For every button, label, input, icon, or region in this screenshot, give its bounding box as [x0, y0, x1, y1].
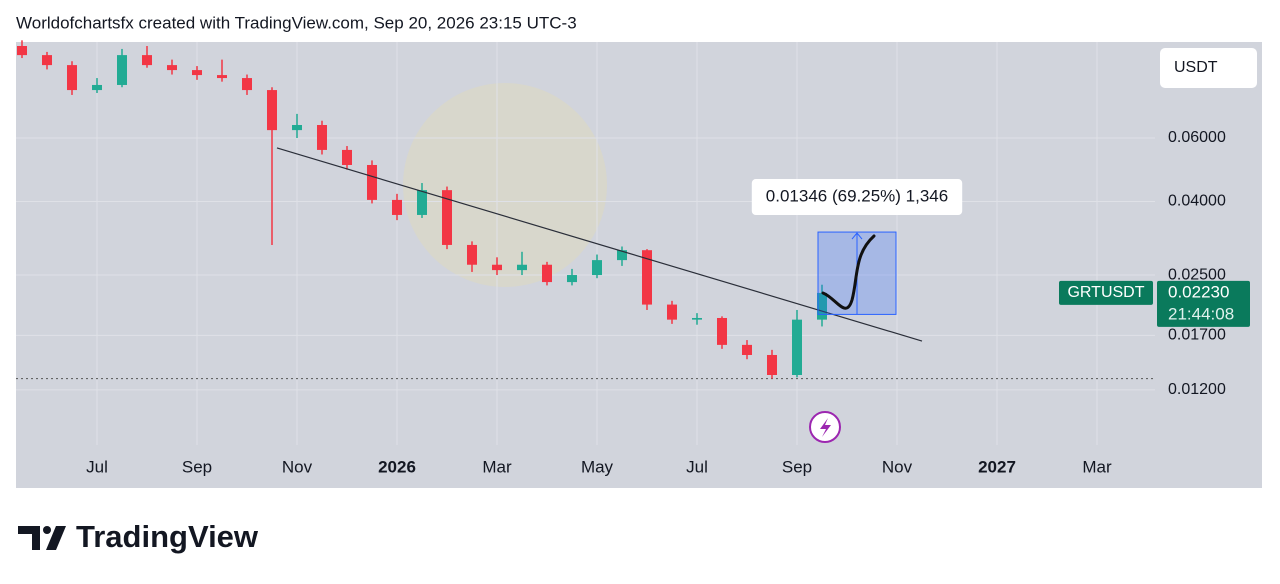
countdown: 21:44:08	[1168, 304, 1234, 323]
last-price-tag	[1157, 280, 1250, 327]
trendline	[276, 147, 923, 342]
x-tick-label: Mar	[1082, 457, 1112, 476]
candle-body	[817, 292, 827, 320]
grid	[16, 42, 1155, 445]
candle-body	[617, 250, 627, 261]
logo-mark	[18, 526, 40, 550]
x-tick-label: 2026	[378, 457, 416, 476]
x-tick-label: Jul	[86, 457, 108, 476]
measure-label-bg	[751, 179, 963, 216]
candle-body	[367, 164, 377, 200]
drawings: 0.01346 (69.25%) 1,346	[276, 147, 963, 342]
chart-background	[16, 42, 1262, 488]
measure-label: 0.01346 (69.25%) 1,346	[766, 187, 948, 206]
logo-dot	[43, 526, 51, 534]
y-tick-label: 0.02500	[1168, 266, 1226, 283]
candle-body	[92, 84, 102, 91]
candle-body	[342, 149, 352, 165]
candle-body	[417, 190, 427, 215]
watermark	[403, 83, 607, 287]
logo: TradingView	[18, 519, 259, 554]
symbol-label: GRTUSDT	[1067, 284, 1144, 301]
candle-body	[642, 250, 652, 305]
x-tick-label: Sep	[182, 457, 212, 476]
candle-body	[142, 55, 152, 66]
candle-body	[792, 319, 802, 375]
candle-body	[517, 264, 527, 271]
candle-body	[217, 75, 227, 79]
candle-body	[692, 317, 702, 320]
hand-drawn-arrow	[821, 234, 876, 310]
x-tick-label: Mar	[482, 457, 512, 476]
x-tick-label: Sep	[782, 457, 812, 476]
header: Worldofchartsfx created with TradingView…	[16, 13, 577, 32]
candle-body	[592, 260, 602, 276]
candle-body	[667, 304, 677, 320]
last-price-label: 0.02230	[1168, 282, 1229, 301]
currency[interactable]: USDT	[1174, 59, 1218, 76]
candle-body	[542, 264, 552, 283]
candle-body	[567, 275, 577, 283]
logo-slash	[46, 526, 66, 550]
x-tick-label: Nov	[882, 457, 913, 476]
y-tick-label: 0.06000	[1168, 129, 1226, 146]
candle-body	[242, 78, 252, 91]
candle-body	[492, 264, 502, 271]
candle-body	[67, 65, 77, 91]
measure-arrow-head	[851, 232, 863, 240]
x-tick-label: 2027	[978, 457, 1016, 476]
candle-body	[42, 55, 52, 66]
candle-body	[442, 190, 452, 245]
candle-body	[292, 124, 302, 131]
currency-button[interactable]	[1160, 48, 1257, 88]
candle-body	[392, 199, 402, 215]
x-tick-label: Jul	[686, 457, 708, 476]
symbol-tag	[1059, 280, 1153, 305]
price-axis: 0.06000 0.04000 0.02500 0.01700 0.01200 Jul Se…	[86, 129, 1250, 476]
candle-body	[267, 90, 277, 131]
y-tick-label: 0.04000	[1168, 193, 1226, 210]
lightning	[820, 418, 831, 437]
y-tick-label: 0.01700	[1168, 327, 1226, 344]
candle-body	[317, 124, 327, 150]
candle-body	[717, 317, 727, 345]
candle-body	[117, 55, 127, 85]
x-tick-label: May	[581, 457, 614, 476]
candle-body	[192, 70, 202, 76]
x-tick-label: Nov	[282, 457, 313, 476]
logo-text: TradingView	[76, 519, 259, 554]
candle-body	[467, 244, 477, 265]
candle-body	[742, 344, 752, 355]
candles	[17, 40, 827, 379]
candle-body	[167, 65, 177, 71]
candle-body	[767, 354, 777, 375]
y-tick-label: 0.01200	[1168, 381, 1226, 398]
candle-body	[17, 46, 27, 56]
